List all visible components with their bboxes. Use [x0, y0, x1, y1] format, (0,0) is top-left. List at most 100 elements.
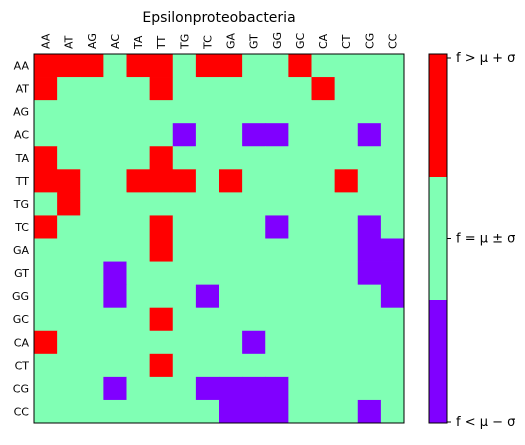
heatmap-cell-TG-CC — [380, 192, 405, 216]
heatmap-cell-CC-CA — [311, 399, 336, 424]
x-tick-label: TA — [132, 35, 145, 50]
heatmap-cell-GG-AA — [34, 284, 58, 309]
heatmap-cell-AT-TA — [126, 77, 151, 101]
heatmap-cell-TC-TA — [126, 215, 151, 239]
heatmap-cell-GG-GG — [265, 284, 289, 309]
heatmap-cell-CC-TT — [149, 399, 174, 424]
heatmap-cell-CT-CC — [380, 353, 405, 378]
heatmap-cell-TG-GA — [219, 192, 243, 216]
heatmap-cell-AT-AA — [34, 77, 58, 101]
heatmap-cell-AA-AA — [34, 54, 58, 78]
y-tick-labels: AA AT AG AC TA TT TG TC GA GT GG GC CA CT CG CC — [12, 60, 30, 419]
heatmap-cell-TA-GC — [288, 146, 312, 170]
heatmap-cell-TG-AA — [34, 192, 58, 216]
heatmap-cell-AG-AA — [34, 100, 58, 124]
heatmap-cell-TG-TG — [172, 192, 197, 216]
heatmap-cell-AG-AC — [103, 100, 127, 124]
y-tick-label: TC — [14, 221, 29, 234]
heatmap-cell-AC-AA — [34, 123, 58, 147]
heatmap-cell-CG-TA — [126, 376, 151, 401]
heatmap-cell-AT-GG — [265, 77, 289, 101]
heatmap-cell-CC-AT — [57, 399, 81, 424]
heatmap-cell-GG-TA — [126, 284, 151, 309]
heatmap-cell-TC-AG — [80, 215, 104, 239]
heatmap-cell-AC-TT — [149, 123, 174, 147]
heatmap-cell-CG-GG — [265, 376, 289, 401]
heatmap-cell-TG-TA — [126, 192, 151, 216]
heatmap-cell-AT-TC — [195, 77, 220, 101]
heatmap-cell-TG-AT — [57, 192, 81, 216]
heatmap-cell-AA-GG — [265, 54, 289, 78]
heatmap-cell-AC-CC — [380, 123, 405, 147]
heatmap-cell-AC-AT — [57, 123, 81, 147]
heatmap-cell-GA-GT — [242, 238, 266, 262]
colorbar-band — [429, 300, 447, 424]
heatmap-cell-CC-AC — [103, 399, 127, 424]
heatmap-cell-AA-CA — [311, 54, 336, 78]
x-tick-label: CA — [317, 33, 330, 49]
y-tick-label: CC — [14, 405, 30, 418]
heatmap-cell-TG-CT — [334, 192, 359, 216]
y-tick-label: AG — [13, 106, 29, 119]
heatmap-cell-AA-TC — [195, 54, 220, 78]
heatmap-cell-GA-CG — [357, 238, 382, 262]
heatmap-cell-TC-TC — [195, 215, 220, 239]
x-tick-label: CT — [340, 34, 353, 49]
colorbar-label: f = μ ± σ — [456, 232, 515, 247]
heatmap-cell-CG-AT — [57, 376, 81, 401]
heatmap-cell-AT-GA — [219, 77, 243, 101]
heatmap-cell-AC-CA — [311, 123, 336, 147]
heatmap-cell-TA-AG — [80, 146, 104, 170]
heatmap-cell-GG-GC — [288, 284, 312, 309]
heatmap-cell-CT-CA — [311, 353, 336, 378]
heatmap-cell-GT-GT — [242, 261, 266, 286]
y-tick-label: GA — [13, 244, 30, 257]
heatmap-cell-CC-TG — [172, 399, 197, 424]
heatmap-cell-TA-CC — [380, 146, 405, 170]
heatmap-cell-GT-TG — [172, 261, 197, 286]
heatmap-cell-GA-CT — [334, 238, 359, 262]
x-tick-label: AG — [86, 33, 99, 49]
heatmap-cell-AA-TG — [172, 54, 197, 78]
heatmap-cell-TT-AA — [34, 169, 58, 193]
x-tick-label: CC — [386, 33, 399, 49]
heatmap-cell-GC-AG — [80, 307, 104, 332]
heatmap-cell-TT-TG — [172, 169, 197, 193]
heatmap-cell-CG-GT — [242, 376, 266, 401]
heatmap-cell-AT-GC — [288, 77, 312, 101]
heatmap-cell-TG-GG — [265, 192, 289, 216]
heatmap-cell-AG-GT — [242, 100, 266, 124]
heatmap-cell-TT-CT — [334, 169, 359, 193]
heatmap-cell-AG-CA — [311, 100, 336, 124]
heatmap-cell-GG-TC — [195, 284, 220, 309]
heatmap-cell-TT-TT — [149, 169, 174, 193]
heatmap-cell-GC-GG — [265, 307, 289, 332]
heatmap-cell-TC-GC — [288, 215, 312, 239]
heatmap-cell-GG-TT — [149, 284, 174, 309]
heatmap-cell-GT-GC — [288, 261, 312, 286]
heatmap-cell-GG-TG — [172, 284, 197, 309]
heatmap-cell-CC-GA — [219, 399, 243, 424]
heatmap-cell-TA-TA — [126, 146, 151, 170]
heatmap-cell-TC-CT — [334, 215, 359, 239]
heatmap-cell-TA-TT — [149, 146, 174, 170]
heatmap-cell-TG-GC — [288, 192, 312, 216]
heatmap-cell-CG-TT — [149, 376, 174, 401]
heatmap-cell-AC-TG — [172, 123, 197, 147]
heatmap-cell-GC-TA — [126, 307, 151, 332]
heatmap-cell-CG-GC — [288, 376, 312, 401]
heatmap-cell-TA-GG — [265, 146, 289, 170]
heatmap-cell-TA-TG — [172, 146, 197, 170]
heatmap-cell-TA-CT — [334, 146, 359, 170]
heatmap-cell-CA-AC — [103, 330, 127, 355]
heatmap-cell-CC-AA — [34, 399, 58, 424]
heatmap-cell-GA-AA — [34, 238, 58, 262]
heatmap-cell-GT-TC — [195, 261, 220, 286]
heatmap-cell-GC-AT — [57, 307, 81, 332]
x-tick-label: TG — [178, 34, 191, 50]
heatmap-cell-CG-CG — [357, 376, 382, 401]
heatmap-cell-AG-TT — [149, 100, 174, 124]
y-tick-label: CA — [14, 336, 30, 349]
heatmap-cell-AG-AG — [80, 100, 104, 124]
heatmap-cell-TG-GT — [242, 192, 266, 216]
